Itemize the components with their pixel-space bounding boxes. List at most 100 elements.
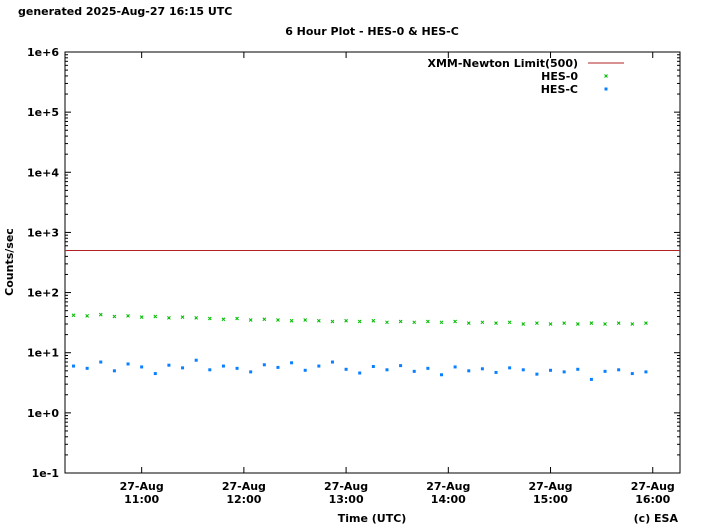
y-tick-label: 1e+5 bbox=[27, 106, 59, 119]
point bbox=[412, 320, 417, 325]
point bbox=[85, 366, 89, 370]
y-tick-label: 1e-1 bbox=[32, 467, 59, 480]
point bbox=[289, 318, 294, 323]
x-tick-date: 27-Aug bbox=[324, 480, 368, 493]
point bbox=[153, 314, 158, 319]
credit: (c) ESA bbox=[634, 512, 679, 525]
point bbox=[71, 313, 76, 318]
legend-label: HES-0 bbox=[541, 70, 578, 83]
point bbox=[589, 321, 594, 326]
point bbox=[316, 318, 321, 323]
point bbox=[453, 365, 457, 369]
point bbox=[617, 368, 621, 372]
point bbox=[630, 322, 635, 326]
chart-title: 6 Hour Plot - HES-0 & HES-C bbox=[285, 25, 459, 38]
point bbox=[535, 372, 539, 376]
point bbox=[644, 370, 648, 374]
point bbox=[262, 363, 266, 367]
point bbox=[494, 370, 498, 374]
point bbox=[194, 358, 198, 362]
x-tick-label: 12:00 bbox=[226, 493, 261, 506]
point bbox=[276, 365, 280, 369]
point bbox=[466, 321, 471, 326]
y-tick-label: 1e+6 bbox=[27, 46, 59, 59]
y-tick-label: 1e+1 bbox=[27, 347, 59, 360]
point bbox=[167, 363, 171, 367]
point bbox=[494, 321, 498, 326]
point bbox=[385, 368, 389, 372]
point bbox=[276, 318, 280, 322]
x-tick-date: 27-Aug bbox=[120, 480, 164, 493]
point bbox=[467, 369, 471, 373]
point bbox=[112, 314, 117, 319]
x-tick-date: 27-Aug bbox=[528, 480, 572, 493]
point bbox=[426, 366, 430, 370]
x-tick-label: 16:00 bbox=[635, 493, 670, 506]
point bbox=[72, 364, 76, 368]
point bbox=[126, 362, 130, 366]
point bbox=[221, 317, 226, 322]
point bbox=[303, 318, 308, 322]
x-axis-label: Time (UTC) bbox=[338, 512, 407, 525]
point bbox=[521, 322, 526, 326]
point bbox=[235, 366, 239, 370]
point bbox=[439, 373, 443, 377]
point bbox=[167, 315, 171, 320]
point bbox=[85, 314, 90, 318]
point bbox=[385, 320, 389, 325]
point bbox=[112, 369, 116, 373]
y-tick-label: 1e+3 bbox=[27, 226, 59, 239]
point bbox=[439, 320, 444, 325]
point bbox=[344, 367, 348, 371]
x-tick-label: 11:00 bbox=[124, 493, 159, 506]
point bbox=[644, 321, 648, 326]
x-tick-label: 15:00 bbox=[533, 493, 568, 506]
series bbox=[72, 358, 648, 381]
legend-label: XMM-Newton Limit(500) bbox=[427, 57, 578, 70]
point bbox=[549, 368, 553, 372]
point bbox=[562, 321, 567, 326]
point bbox=[398, 319, 403, 324]
point bbox=[330, 319, 335, 324]
y-tick-label: 1e+4 bbox=[27, 166, 59, 179]
point bbox=[194, 315, 199, 320]
point bbox=[453, 319, 457, 324]
point bbox=[603, 369, 607, 373]
point bbox=[221, 364, 225, 368]
point bbox=[548, 322, 553, 326]
y-tick-label: 1e+0 bbox=[27, 407, 59, 420]
point bbox=[290, 361, 294, 365]
point bbox=[575, 322, 580, 326]
point bbox=[208, 368, 212, 372]
point bbox=[630, 372, 634, 376]
point bbox=[249, 370, 253, 374]
point bbox=[317, 364, 321, 368]
generated-note: generated 2025-Aug-27 16:15 UTC bbox=[18, 5, 232, 18]
point bbox=[480, 320, 485, 325]
point bbox=[507, 320, 512, 325]
point bbox=[98, 312, 103, 317]
point bbox=[616, 321, 621, 326]
point bbox=[357, 319, 362, 324]
point bbox=[603, 322, 607, 326]
point bbox=[126, 314, 130, 318]
point bbox=[480, 367, 484, 371]
point bbox=[180, 315, 185, 320]
legend-label: HES-C bbox=[541, 83, 578, 96]
point bbox=[562, 370, 566, 374]
x-tick-date: 27-Aug bbox=[631, 480, 675, 493]
series bbox=[71, 312, 648, 326]
point bbox=[330, 360, 334, 364]
point bbox=[426, 319, 430, 324]
point bbox=[604, 74, 608, 78]
x-tick-label: 14:00 bbox=[431, 493, 466, 506]
point bbox=[412, 369, 416, 373]
x-tick-label: 13:00 bbox=[329, 493, 364, 506]
point bbox=[139, 315, 144, 320]
y-axis-label: Counts/sec bbox=[3, 228, 16, 296]
plot-frame bbox=[64, 51, 681, 474]
point bbox=[207, 316, 212, 321]
point bbox=[604, 87, 608, 91]
